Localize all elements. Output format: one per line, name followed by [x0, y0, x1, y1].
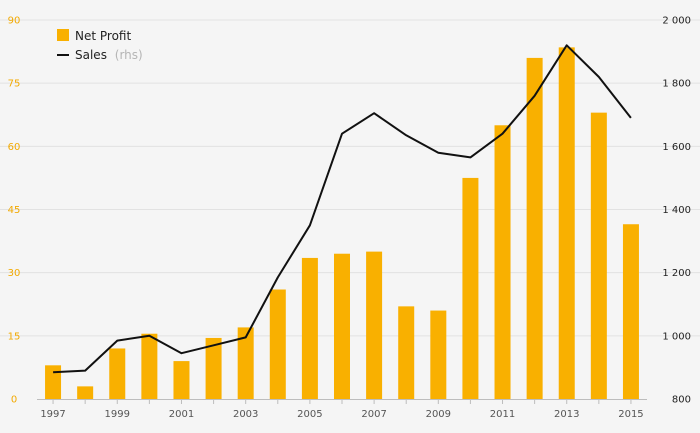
- bar: [205, 337, 222, 399]
- y-left-tick-label: 0: [11, 395, 17, 406]
- bar: [269, 289, 286, 399]
- sales-line: [53, 44, 632, 374]
- net-profit-bars: [45, 47, 639, 400]
- y-left-tick-label: 90: [8, 16, 21, 27]
- y-axis-right: 800 1 000 1 200 1 400 1 600 1 800 2 000: [662, 16, 691, 406]
- y-right-tick-label: 2 000: [662, 16, 691, 27]
- bar: [77, 386, 94, 399]
- legend-label-sales: Sales (rhs): [75, 48, 143, 62]
- bar: [301, 257, 318, 399]
- grid-lines: [0, 19, 700, 337]
- y-right-tick-label: 800: [672, 395, 691, 406]
- bar: [173, 361, 190, 399]
- bar: [494, 125, 511, 400]
- bar: [622, 224, 639, 399]
- legend-label-net-profit: Net Profit: [75, 29, 131, 43]
- y-right-tick-label: 1 400: [662, 205, 691, 216]
- y-left-tick-label: 15: [8, 331, 21, 342]
- legend: Net Profit Sales (rhs): [57, 29, 143, 62]
- bar: [526, 57, 543, 400]
- legend-swatch-net-profit: [57, 29, 69, 41]
- x-tick-label: 2003: [233, 409, 258, 420]
- y-right-tick-label: 1 600: [662, 142, 691, 153]
- x-tick-label: 2013: [554, 409, 579, 420]
- legend-label-sales-suffix: (rhs): [115, 48, 143, 62]
- bar: [398, 306, 415, 399]
- x-tick-label: 2011: [490, 409, 515, 420]
- x-tick-label: 1999: [105, 409, 130, 420]
- bar: [334, 253, 350, 399]
- y-left-tick-label: 60: [8, 142, 21, 153]
- bar: [141, 333, 158, 399]
- bar: [45, 365, 62, 399]
- y-left-tick-label: 75: [8, 79, 21, 90]
- bar: [558, 47, 575, 399]
- x-tick-label: 2005: [297, 409, 322, 420]
- bar: [462, 177, 479, 399]
- x-axis: 1997 1999 2001 2003 2005 2007 2009 2011 2013 2015: [37, 399, 647, 420]
- bar: [237, 327, 254, 399]
- y-left-tick-label: 45: [8, 205, 21, 216]
- y-left-tick-label: 30: [8, 268, 21, 279]
- sales-line-group: [53, 44, 632, 374]
- bar: [109, 348, 126, 399]
- bar: [366, 251, 383, 399]
- x-tick-label: 2007: [361, 409, 386, 420]
- bar: [590, 112, 607, 400]
- x-tick-label: 2001: [169, 409, 194, 420]
- x-tick-label: 2015: [618, 409, 643, 420]
- x-tick-label: 2009: [426, 409, 451, 420]
- y-right-tick-label: 1 800: [662, 79, 691, 90]
- y-right-tick-label: 1 000: [662, 331, 691, 342]
- x-tick-label: 1997: [40, 409, 65, 420]
- legend-label-sales-name: Sales: [75, 48, 107, 62]
- y-right-tick-label: 1 200: [662, 268, 691, 279]
- y-axis-left: 0 15 30 45 60 75 90: [8, 16, 21, 406]
- bar: [430, 310, 447, 399]
